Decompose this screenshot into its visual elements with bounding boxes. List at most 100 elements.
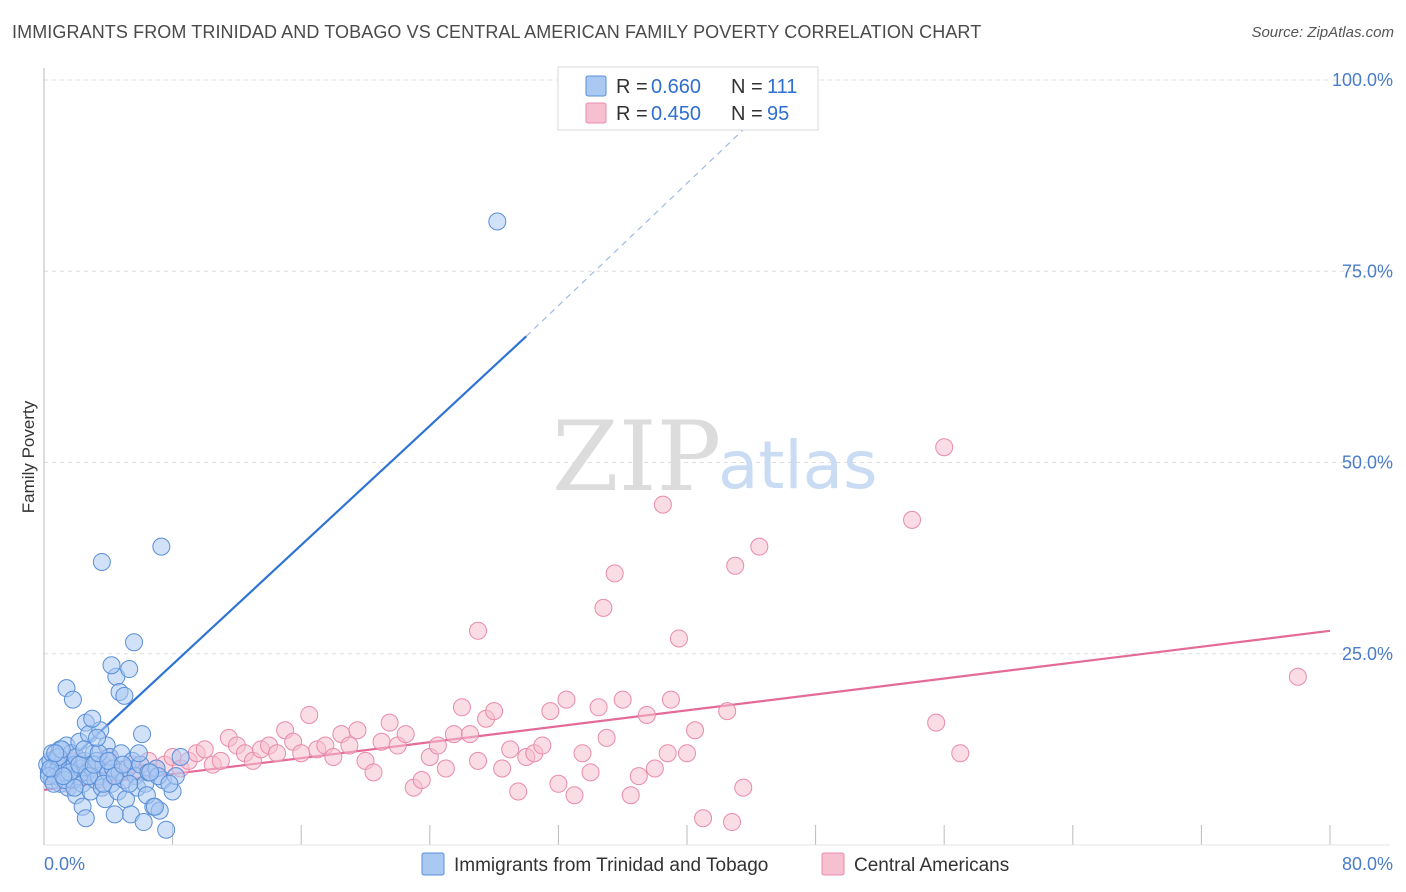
data-point-trinidad-tobago (171, 748, 190, 767)
data-point-central-americans (348, 721, 367, 740)
data-point-central-americans (589, 698, 608, 717)
data-point-central-americans (669, 629, 688, 648)
watermark: ZIP atlas (552, 401, 878, 513)
bottom-legend-label-blue: Immigrants from Trinidad and Tobago (454, 855, 768, 876)
legend-r-label-2: R = (616, 103, 648, 125)
data-point-central-americans (340, 736, 359, 755)
data-point-central-americans (935, 438, 954, 457)
legend-n-value-2: 95 (767, 103, 789, 125)
tick-labels: 100.0% 75.0% 50.0% 25.0% 0.0% 80.0% (44, 70, 1393, 874)
data-point-central-americans (594, 598, 613, 617)
data-point-central-americans (605, 564, 624, 583)
data-point-trinidad-tobago (152, 537, 171, 556)
trend-line-central-americans (43, 629, 1331, 792)
data-point-central-americans (951, 744, 970, 763)
data-point-central-americans (300, 705, 319, 724)
data-point-trinidad-tobago (145, 797, 164, 816)
data-point-trinidad-tobago (105, 805, 124, 824)
data-point-central-americans (678, 744, 696, 763)
data-point-central-americans (469, 751, 488, 770)
data-point-trinidad-tobago (125, 633, 144, 652)
legend-swatch-blue (585, 75, 607, 97)
data-point-central-americans (493, 759, 512, 778)
data-point-central-americans (726, 556, 745, 575)
data-point-central-americans (903, 510, 922, 529)
data-point-central-americans (1288, 667, 1307, 686)
data-point-central-americans (645, 759, 664, 778)
chart-title: IMMIGRANTS FROM TRINIDAD AND TOBAGO VS C… (12, 22, 982, 42)
data-point-central-americans (485, 702, 504, 721)
data-point-central-americans (573, 744, 592, 763)
data-point-central-americans (436, 759, 455, 778)
data-point-trinidad-tobago (76, 809, 95, 828)
data-point-trinidad-tobago (54, 767, 73, 786)
legend-n-label-2: N = (731, 103, 763, 125)
data-point-central-americans (292, 744, 311, 763)
data-point-central-americans (268, 744, 287, 763)
watermark-zip: ZIP (552, 401, 721, 513)
data-point-central-americans (469, 621, 488, 640)
legend-r-label-1: R = (616, 76, 648, 98)
watermark-atlas: atlas (718, 427, 878, 504)
data-point-central-americans (613, 690, 632, 709)
data-point-central-americans (541, 702, 560, 721)
legend-swatch-pink (585, 102, 607, 124)
data-point-central-americans (927, 713, 946, 732)
data-point-trinidad-tobago (115, 686, 134, 705)
data-point-central-americans (723, 813, 742, 832)
data-point-trinidad-tobago (120, 774, 139, 793)
data-point-trinidad-tobago (102, 656, 121, 675)
data-point-central-americans (549, 774, 568, 793)
source-credit: Source: ZipAtlas.com (1251, 24, 1394, 41)
legend-r-value-2: 0.450 (651, 103, 701, 125)
data-point-trinidad-tobago (488, 212, 507, 231)
data-point-trinidad-tobago (160, 774, 179, 793)
legend-n-label-1: N = (731, 76, 763, 98)
data-point-central-americans (557, 690, 576, 709)
legend-box: R = 0.660 N = 111 R = 0.450 N = 95 (557, 66, 819, 131)
data-point-trinidad-tobago (157, 820, 176, 839)
data-point-trinidad-tobago (65, 778, 84, 797)
data-point-central-americans (597, 728, 616, 747)
data-point-central-americans (750, 537, 769, 556)
data-point-central-americans (653, 495, 672, 514)
data-point-central-americans (452, 698, 471, 717)
grid-lines (44, 79, 1390, 655)
data-point-central-americans (211, 751, 230, 770)
data-point-central-americans (444, 725, 463, 744)
data-point-central-americans (195, 740, 214, 759)
trend-line-trinidad-tobago-extension (525, 106, 768, 337)
bottom-legend-swatch-blue (421, 852, 445, 876)
y-tick-label: 25.0% (1342, 644, 1393, 664)
series-trinidad-tobago (38, 212, 507, 839)
data-point-central-americans (694, 809, 713, 828)
data-point-trinidad-tobago (63, 690, 82, 709)
data-point-central-americans (658, 744, 677, 763)
data-point-central-americans (501, 740, 520, 759)
data-point-central-americans (581, 763, 600, 782)
data-point-central-americans (686, 721, 705, 740)
data-point-central-americans (324, 748, 343, 767)
legend-n-value-1: 111 (767, 76, 797, 98)
data-point-central-americans (396, 725, 415, 744)
x-tick-label-max: 80.0% (1342, 854, 1393, 874)
trend-line-trinidad-tobago (43, 335, 527, 785)
y-tick-label: 75.0% (1342, 261, 1393, 281)
data-point-trinidad-tobago (120, 660, 139, 679)
bottom-legend: Immigrants from Trinidad and Tobago Cent… (421, 852, 1009, 876)
data-point-central-americans (718, 702, 737, 721)
y-tick-label: 50.0% (1342, 453, 1393, 473)
bottom-legend-label-pink: Central Americans (854, 855, 1009, 876)
data-point-central-americans (637, 705, 656, 724)
data-point-trinidad-tobago (83, 709, 102, 728)
data-point-trinidad-tobago (134, 813, 153, 832)
data-point-trinidad-tobago (133, 725, 152, 744)
data-point-central-americans (509, 782, 528, 801)
data-point-central-americans (661, 690, 680, 709)
data-point-trinidad-tobago (113, 755, 132, 774)
data-point-trinidad-tobago (92, 552, 111, 571)
data-point-central-americans (380, 713, 399, 732)
bottom-legend-swatch-pink (821, 852, 845, 876)
data-point-trinidad-tobago (141, 763, 160, 782)
